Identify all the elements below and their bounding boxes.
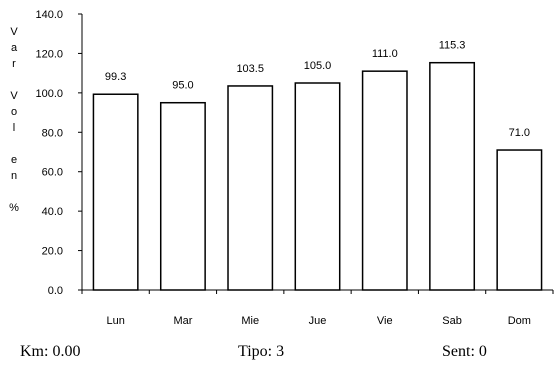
x-tick-label-vie: Vie: [377, 315, 393, 327]
sent-readout: Sent: 0: [442, 343, 487, 360]
y-axis-label-char: n: [10, 170, 18, 182]
bar-mie: [227, 85, 274, 291]
bars: [92, 61, 543, 291]
y-tick-label: 20.0: [42, 246, 63, 258]
value-label-vie: 111.0: [372, 48, 398, 60]
bar-mar: [159, 101, 206, 291]
y-axis-label-char: e: [10, 154, 18, 166]
y-ticks: 0.0 20.0 40.0 60.0 80.0 100.0 120.0 140.0: [35, 9, 82, 297]
bar-value-labels: 99.3 95.0 103.5 105.0 111.0 115.3 71.0: [105, 40, 530, 139]
y-axis-label-char: l: [12, 122, 16, 134]
y-tick-label: 60.0: [42, 167, 63, 179]
value-label-lun: 99.3: [105, 71, 126, 83]
value-label-mie: 103.5: [236, 63, 264, 75]
bar-vie: [361, 70, 408, 291]
x-tick-label-lun: Lun: [106, 315, 124, 327]
x-tick-label-mie: Mie: [241, 315, 259, 327]
y-tick-label: 40.0: [42, 206, 63, 218]
x-tick-label-mar: Mar: [173, 315, 192, 327]
y-tick-label: 100.0: [35, 88, 63, 100]
bar-jue: [294, 82, 341, 291]
bar-lun: [92, 93, 139, 291]
value-label-dom: 71.0: [509, 127, 530, 139]
y-axis-label-char: %: [9, 202, 19, 214]
x-tick-label-sab: Sab: [442, 315, 462, 327]
x-tick-label-jue: Jue: [309, 315, 327, 327]
km-readout: Km: 0.00: [20, 343, 81, 360]
value-label-mar: 95.0: [172, 80, 193, 92]
y-axis-label-char: a: [10, 42, 18, 54]
y-tick-label: 120.0: [35, 48, 63, 60]
y-tick-label: 0.0: [48, 285, 63, 297]
y-axis-label-char: r: [12, 58, 16, 70]
x-ticks: Lun Mar Mie Jue Vie Sab Dom: [81, 290, 554, 327]
x-tick-label-dom: Dom: [508, 315, 531, 327]
y-axis-label-char: o: [10, 106, 18, 118]
bar-dom: [496, 149, 543, 291]
y-axis-label-char: V: [10, 90, 18, 102]
y-tick-label: 80.0: [42, 127, 63, 139]
y-axis-label-char: V: [10, 26, 18, 38]
bar-chart: 0.0 20.0 40.0 60.0 80.0 100.0 120.0 140.0 Lun Ma…: [35, 9, 554, 327]
y-tick-label: 140.0: [35, 9, 63, 21]
bar-sab: [429, 61, 476, 291]
value-label-jue: 105.0: [304, 60, 332, 72]
tipo-readout: Tipo: 3: [238, 343, 285, 360]
value-label-sab: 115.3: [439, 40, 466, 52]
